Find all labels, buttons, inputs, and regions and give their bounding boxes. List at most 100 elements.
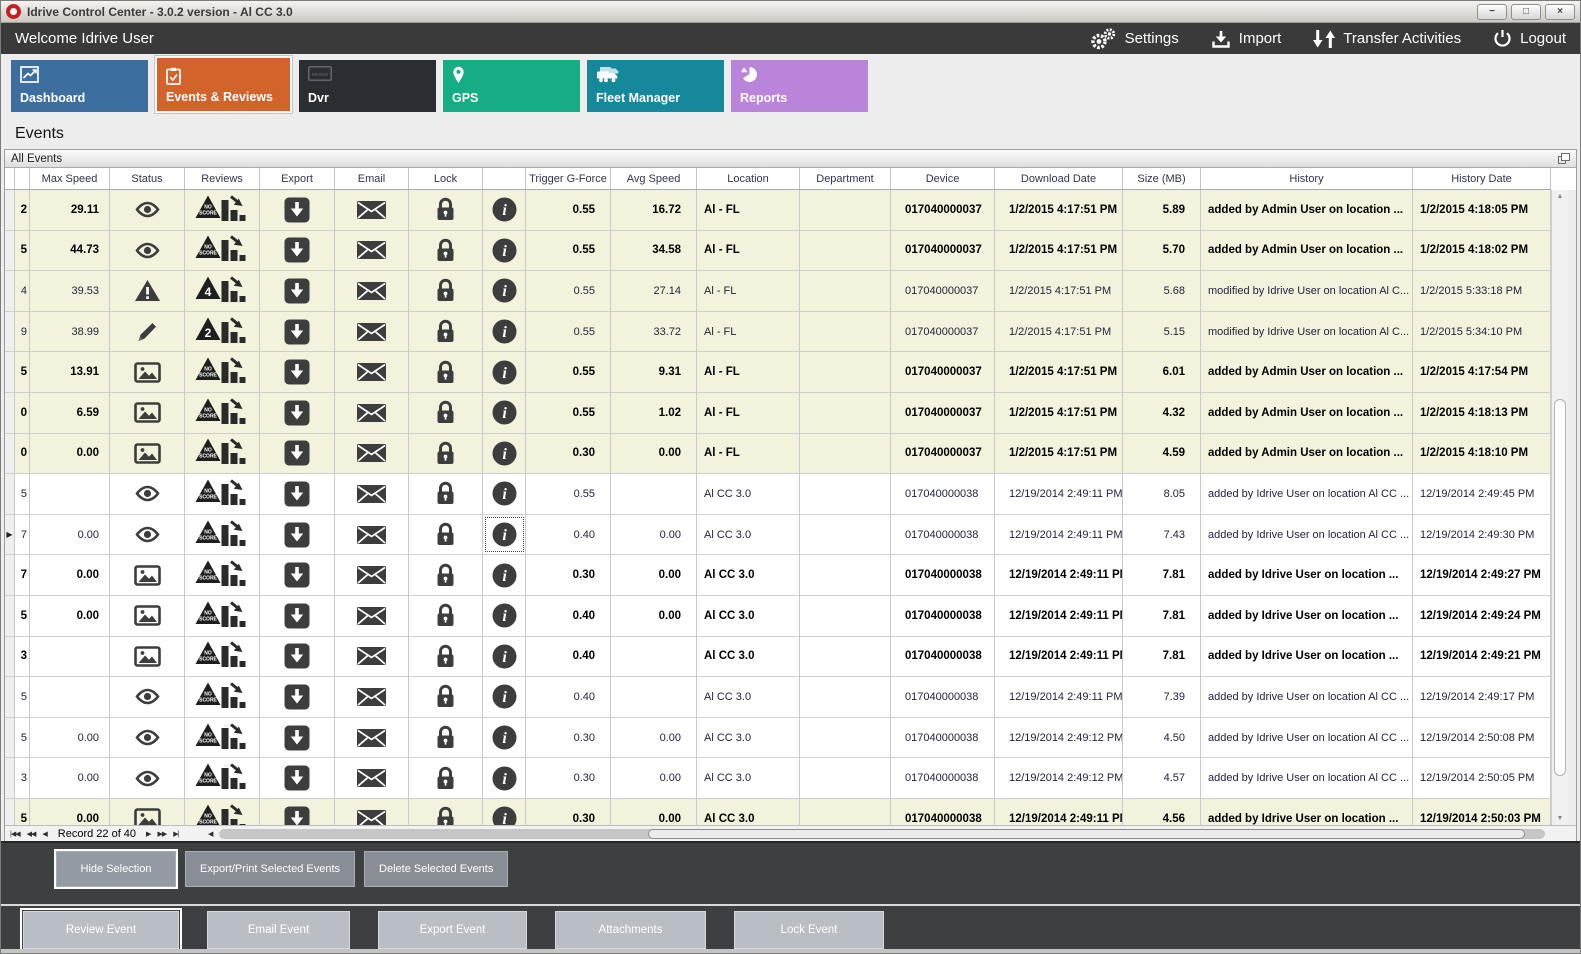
email-icon[interactable] [335, 392, 409, 433]
event-row[interactable]: 5 NO SCORE i 0.55 Al CC 3.0 017040000038 12/19/… [5, 474, 1551, 515]
event-row[interactable]: 9 38.99 2 i 0.55 33.72 Al - FL 017040000037 1/2/… [5, 311, 1551, 353]
review-score-icon[interactable]: NO SCORE [185, 677, 260, 717]
column-header-max-speed[interactable]: Max Speed [30, 168, 110, 189]
last-record-button[interactable]: ▶| [173, 830, 179, 838]
review-score-icon[interactable]: NO SCORE [185, 717, 260, 758]
export-icon[interactable] [260, 352, 335, 392]
email-event-button[interactable]: Email Event [207, 911, 350, 949]
event-row[interactable]: 4 39.53 4 i 0.55 27.14 Al - FL 017040000037 1/2/… [5, 271, 1551, 312]
horizontal-scroll-thumb[interactable] [648, 829, 1525, 839]
info-icon[interactable]: i [483, 311, 526, 352]
tab-gps[interactable]: GPS [443, 60, 580, 112]
minimize-button[interactable]: − [1477, 3, 1507, 20]
review-score-icon[interactable]: NO SCORE [185, 433, 260, 474]
vertical-scroll-thumb[interactable] [1554, 399, 1566, 776]
event-row[interactable]: ▶ 7 0.00 NO SCORE i 0.40 0.00 Al CC 3.0 017040000… [5, 514, 1551, 556]
review-score-icon[interactable]: NO SCORE [185, 758, 260, 798]
column-header-history-date[interactable]: History Date [1413, 168, 1551, 189]
info-icon[interactable]: i [483, 677, 526, 717]
column-header-department[interactable]: Department [800, 168, 891, 189]
email-icon[interactable] [335, 190, 409, 230]
hide-selection-button[interactable]: Hide Selection [56, 851, 176, 887]
lock-icon[interactable] [409, 190, 483, 230]
info-icon[interactable]: i [483, 798, 526, 825]
column-header-device[interactable]: Device [891, 168, 995, 189]
lock-icon[interactable] [409, 677, 483, 717]
attachments-button[interactable]: Attachments [555, 911, 706, 949]
lock-event-button[interactable]: Lock Event [734, 911, 884, 949]
export-icon[interactable] [260, 555, 335, 595]
lock-icon[interactable] [409, 271, 483, 311]
column-header-export[interactable]: Export [260, 168, 335, 189]
tab-dashboard[interactable]: Dashboard [11, 60, 148, 112]
lock-icon[interactable] [409, 636, 483, 677]
column-header-size-mb-[interactable]: Size (MB) [1123, 168, 1201, 189]
prev-record-button[interactable]: ◀ [42, 830, 47, 838]
review-score-icon[interactable]: NO SCORE [185, 514, 260, 555]
email-icon[interactable] [335, 677, 409, 717]
export-icon[interactable] [260, 311, 335, 352]
export-icon[interactable] [260, 677, 335, 717]
export-icon[interactable] [260, 717, 335, 758]
lock-icon[interactable] [409, 758, 483, 798]
settings-button[interactable]: Settings [1089, 27, 1179, 51]
transfer-activities-button[interactable]: Transfer Activities [1313, 29, 1461, 49]
hscroll-left-icon[interactable]: ◀ [208, 830, 214, 838]
scroll-down-icon[interactable]: ▼ [1556, 815, 1564, 822]
lock-icon[interactable] [409, 474, 483, 514]
review-score-icon[interactable]: NO SCORE [185, 636, 260, 677]
column-header-status[interactable]: Status [110, 168, 185, 189]
export-icon[interactable] [260, 798, 335, 825]
column-header-location[interactable]: Location [697, 168, 800, 189]
event-row[interactable]: 5 13.91 NO SCORE i 0.55 9.31 Al - FL 01704000003… [5, 352, 1551, 393]
email-icon[interactable] [335, 514, 409, 555]
delete-selected-events-button[interactable]: Delete Selected Events [364, 851, 509, 887]
import-button[interactable]: Import [1211, 29, 1281, 49]
close-button[interactable]: × [1545, 3, 1575, 20]
column-header-info[interactable] [483, 168, 526, 189]
first-record-button[interactable]: |◀◀ [10, 830, 21, 838]
lock-icon[interactable] [409, 352, 483, 392]
vertical-scrollbar[interactable]: ▲ ▼ [1551, 190, 1568, 825]
column-header-indicator[interactable] [5, 168, 15, 189]
export-icon[interactable] [260, 190, 335, 230]
email-icon[interactable] [335, 311, 409, 352]
review-score-icon[interactable]: NO SCORE [185, 352, 260, 392]
lock-icon[interactable] [409, 798, 483, 825]
column-header-reviews[interactable]: Reviews [185, 168, 260, 189]
event-row[interactable]: 0 0.00 NO SCORE i 0.30 0.00 Al - FL 017040000037… [5, 433, 1551, 475]
popout-icon[interactable] [1558, 153, 1570, 164]
event-row[interactable]: 5 0.00 NO SCORE i 0.40 0.00 Al CC 3.0 0170400000… [5, 595, 1551, 637]
maximize-button[interactable]: □ [1511, 3, 1541, 20]
info-icon[interactable]: i [483, 230, 526, 271]
info-icon[interactable]: i [483, 636, 526, 677]
tab-reports[interactable]: Reports [731, 60, 868, 112]
lock-icon[interactable] [409, 595, 483, 636]
column-header-download-date[interactable]: Download Date [995, 168, 1123, 189]
column-header-lock[interactable]: Lock [409, 168, 483, 189]
review-score-icon[interactable]: NO SCORE [185, 230, 260, 271]
info-icon[interactable]: i [483, 555, 526, 595]
horizontal-scrollbar[interactable] [219, 829, 1545, 839]
next-record-button[interactable]: ▶ [146, 830, 151, 838]
email-icon[interactable] [335, 433, 409, 474]
lock-icon[interactable] [409, 392, 483, 433]
next-page-button[interactable]: ▶▶ [157, 830, 167, 838]
lock-icon[interactable] [409, 555, 483, 595]
email-icon[interactable] [335, 271, 409, 311]
email-icon[interactable] [335, 758, 409, 798]
event-row[interactable]: 5 0.00 NO SCORE i 0.30 0.00 Al CC 3.0 0170400000… [5, 798, 1551, 825]
info-icon[interactable]: i [483, 717, 526, 758]
logout-button[interactable]: Logout [1493, 29, 1566, 48]
info-icon[interactable]: i [483, 474, 526, 514]
email-icon[interactable] [335, 352, 409, 392]
prev-page-button[interactable]: ◀◀ [26, 830, 37, 838]
event-row[interactable]: 5 0.00 NO SCORE i 0.30 0.00 Al CC 3.0 0170400000… [5, 717, 1551, 759]
export-icon[interactable] [260, 636, 335, 677]
event-row[interactable]: 2 29.11 NO SCORE i 0.55 16.72 Al - FL 0170400000… [5, 190, 1551, 231]
export-icon[interactable] [260, 230, 335, 271]
export-icon[interactable] [260, 433, 335, 474]
email-icon[interactable] [335, 555, 409, 595]
event-row[interactable]: 3 NO SCORE i 0.40 Al CC 3.0 017040000038 12/19/… [5, 636, 1551, 678]
info-icon[interactable]: i [483, 514, 526, 555]
